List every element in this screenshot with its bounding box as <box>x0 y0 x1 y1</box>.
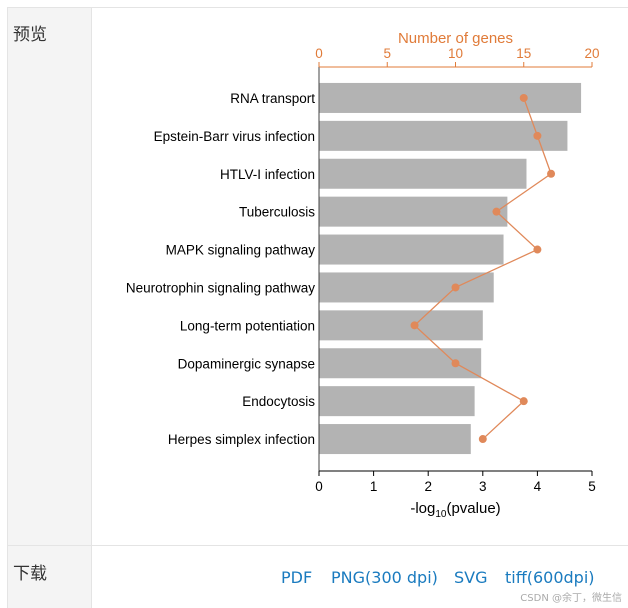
gene-count-point <box>533 131 542 140</box>
gene-count-point <box>533 245 542 254</box>
gene-count-point <box>519 397 528 406</box>
top-tick-label: 5 <box>383 46 391 61</box>
gene-count-point <box>492 207 501 216</box>
bar <box>319 310 483 341</box>
bar <box>319 120 568 151</box>
download-tiff-link[interactable]: tiff(600dpi) <box>505 568 595 587</box>
bar <box>319 234 504 265</box>
download-label: 下载 <box>13 564 47 584</box>
bar <box>319 158 527 189</box>
download-links: PDF PNG(300 dpi) SVG tiff(600dpi) <box>93 546 628 608</box>
category-label: RNA transport <box>230 91 315 106</box>
row-divider <box>8 545 628 546</box>
gene-count-point <box>451 283 460 292</box>
gene-count-point <box>478 435 487 444</box>
category-label: MAPK signaling pathway <box>166 243 316 258</box>
top-tick-label: 10 <box>448 46 463 61</box>
preview-label: 预览 <box>13 25 47 45</box>
bar <box>319 424 471 455</box>
category-label: HTLV-I infection <box>220 167 315 182</box>
label-column <box>8 8 92 608</box>
gene-count-point <box>410 321 419 330</box>
gene-count-line <box>413 97 552 440</box>
chart-area: RNA transport Epstein-Barr virus infectio… <box>93 8 628 545</box>
bar <box>319 272 494 303</box>
category-label: Neurotrophin signaling pathway <box>126 280 315 295</box>
category-label: Tuberculosis <box>239 205 315 220</box>
watermark: CSDN @余丁，微生信 <box>520 593 622 604</box>
download-png-link[interactable]: PNG(300 dpi) <box>331 568 438 587</box>
x-tick-label: 1 <box>370 479 378 494</box>
category-label: Dopaminergic synapse <box>178 356 315 371</box>
category-label: Epstein-Barr virus infection <box>154 129 315 144</box>
bar <box>319 82 582 113</box>
category-label: Long-term potentiation <box>180 318 315 333</box>
category-label: Herpes simplex infection <box>168 432 315 447</box>
page-frame <box>7 7 628 608</box>
x-tick-label: 2 <box>424 479 432 494</box>
bar <box>319 386 475 417</box>
gene-count-point <box>451 359 460 368</box>
gene-count-point <box>519 93 528 102</box>
x-axis-label: -log10(pvalue) <box>410 500 500 520</box>
download-pdf-link[interactable]: PDF <box>281 568 313 587</box>
x-tick-label: 0 <box>315 479 323 494</box>
x-tick-label: 3 <box>479 479 487 494</box>
top-tick-label: 15 <box>516 46 531 61</box>
top-tick-label: 0 <box>315 46 323 61</box>
gene-count-point <box>547 169 556 178</box>
category-label: Endocytosis <box>242 394 315 409</box>
x-tick-label: 4 <box>534 479 542 494</box>
x-tick-label: 5 <box>588 479 596 494</box>
bar <box>319 196 508 227</box>
download-svg-link[interactable]: SVG <box>454 568 488 587</box>
top-axis-label: Number of genes <box>398 30 513 47</box>
kegg-enrichment-chart: RNA transport Epstein-Barr virus infectio… <box>126 30 600 520</box>
top-tick-label: 20 <box>584 46 599 61</box>
